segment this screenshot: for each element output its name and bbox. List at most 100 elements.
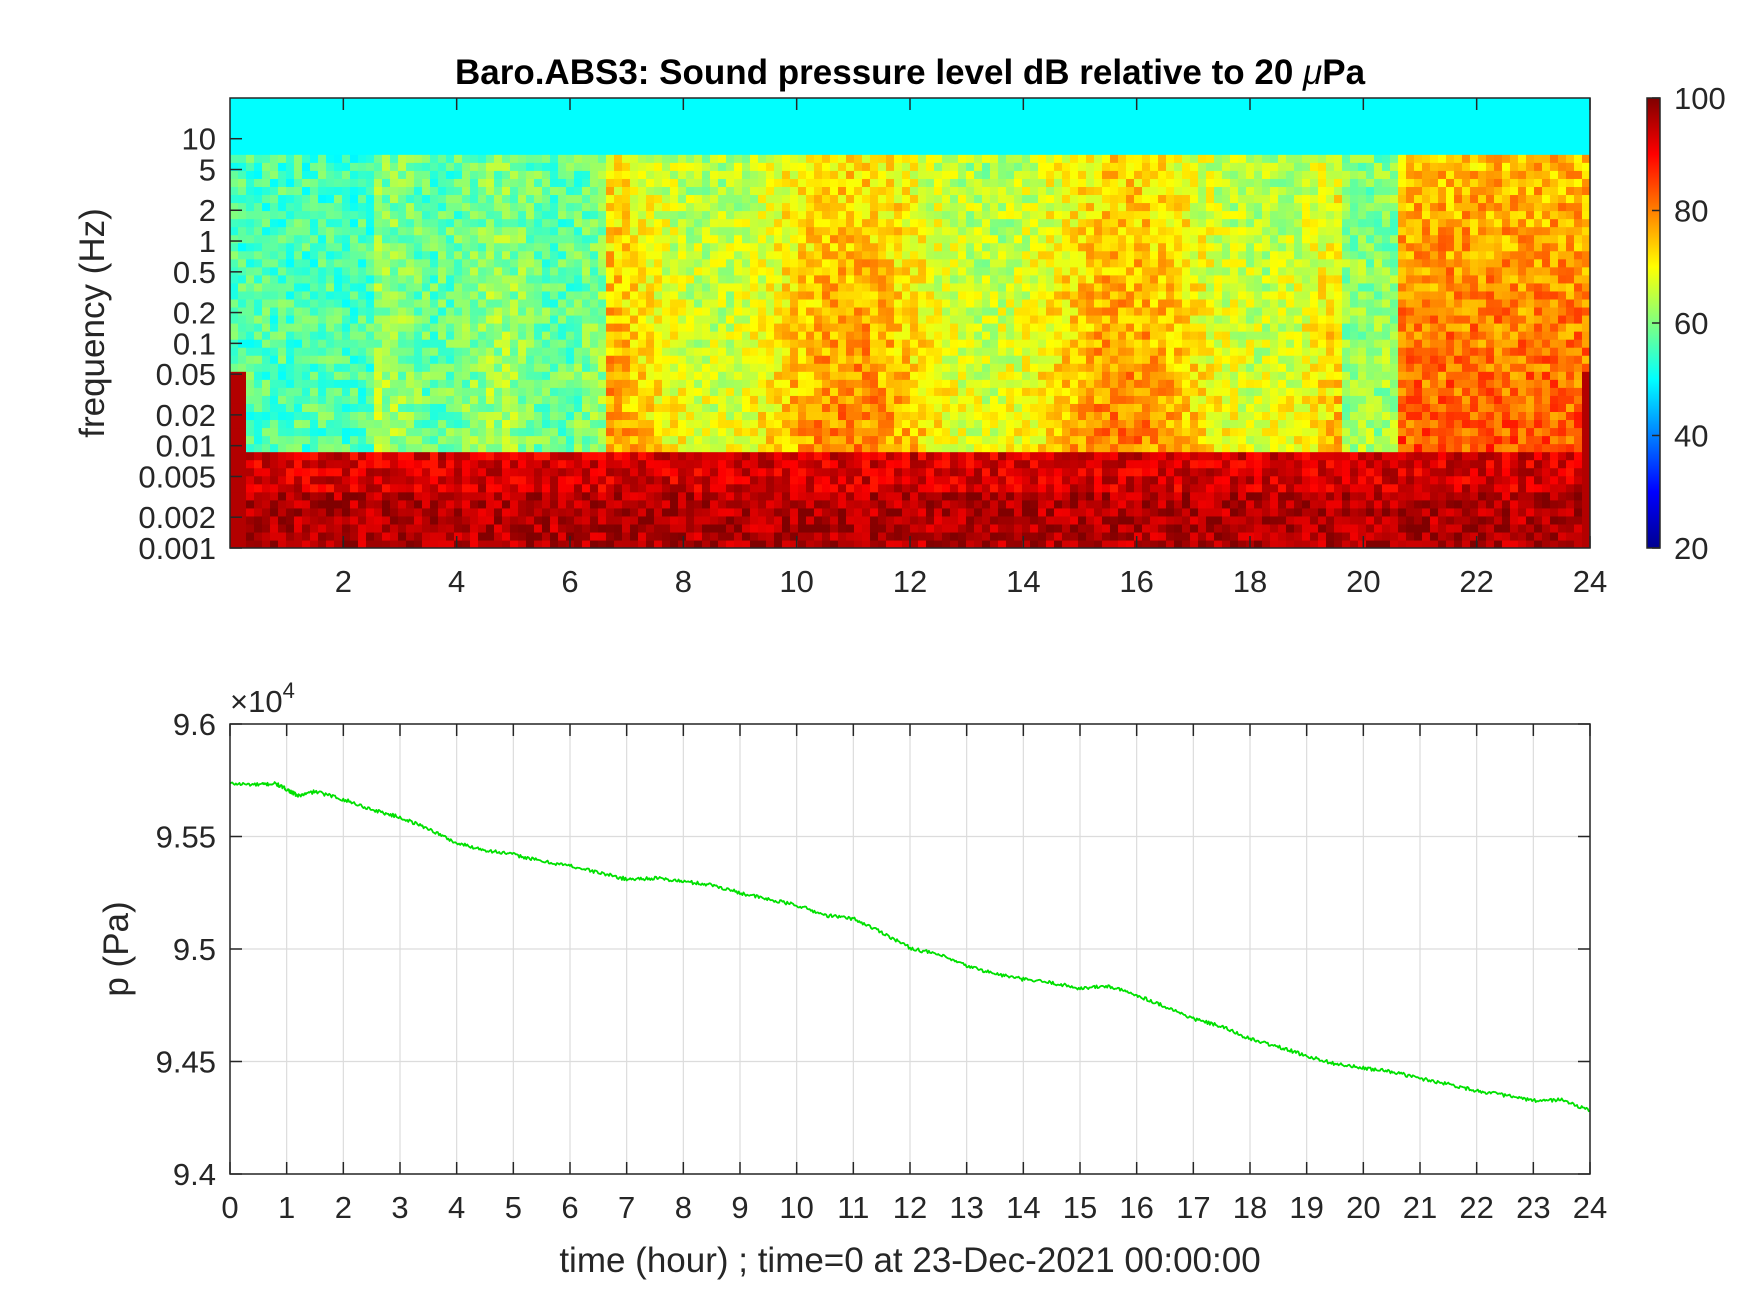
heatmap-cell xyxy=(310,491,319,501)
heatmap-cell xyxy=(350,355,359,364)
heatmap-cell xyxy=(894,298,903,308)
heatmap-cell xyxy=(598,323,607,332)
heatmap-cell xyxy=(854,347,863,356)
heatmap-cell xyxy=(310,242,319,252)
heatmap-cell xyxy=(918,186,927,196)
heatmap-cell xyxy=(446,483,455,493)
heatmap-cell xyxy=(286,106,295,115)
heatmap-cell xyxy=(438,379,447,388)
heatmap-cell xyxy=(542,331,551,340)
heatmap-cell xyxy=(710,298,719,308)
heatmap-cell xyxy=(278,411,287,421)
heatmap-cell xyxy=(846,363,855,372)
heatmap-cell xyxy=(734,258,743,268)
heatmap-cell xyxy=(822,427,831,437)
heatmap-cell xyxy=(534,395,543,404)
heatmap-cell xyxy=(366,306,375,316)
heatmap-cell xyxy=(494,162,503,171)
heatmap-cell xyxy=(382,106,391,115)
heatmap-cell xyxy=(726,371,735,380)
heatmap-cell xyxy=(262,186,271,196)
heatmap-cell xyxy=(662,210,671,220)
heatmap-cell xyxy=(630,218,639,228)
heatmap-cell xyxy=(310,427,319,437)
heatmap-cell xyxy=(414,154,423,163)
heatmap-cell xyxy=(750,339,759,348)
heatmap-cell xyxy=(590,371,599,380)
heatmap-cell xyxy=(910,138,919,147)
heatmap-cell xyxy=(566,339,575,348)
heatmap-cell xyxy=(550,483,559,493)
heatmap-cell xyxy=(454,226,463,236)
heatmap-cell xyxy=(470,314,479,324)
heatmap-cell xyxy=(894,114,903,123)
heatmap-cell xyxy=(342,363,351,372)
heatmap-cell xyxy=(870,282,879,292)
heatmap-cell xyxy=(342,258,351,268)
heatmap-cell xyxy=(926,234,935,244)
heatmap-cell xyxy=(830,427,839,437)
heatmap-cell xyxy=(798,210,807,220)
heatmap-cell xyxy=(814,499,823,509)
heatmap-cell xyxy=(230,242,239,252)
heatmap-cell xyxy=(902,122,911,131)
heatmap-cell xyxy=(318,355,327,364)
heatmap-cell xyxy=(574,290,583,300)
heatmap-cell xyxy=(774,419,783,429)
heatmap-cell xyxy=(710,379,719,388)
heatmap-cell xyxy=(606,306,615,316)
heatmap-cell xyxy=(878,130,887,139)
heatmap-cell xyxy=(550,266,559,276)
heatmap-cell xyxy=(718,154,727,163)
heatmap-cell xyxy=(254,435,263,445)
heatmap-cell xyxy=(534,435,543,445)
heatmap-cell xyxy=(462,507,471,517)
heatmap-cell xyxy=(630,363,639,372)
heatmap-cell xyxy=(934,274,943,284)
heatmap-cell xyxy=(598,98,607,107)
heatmap-cell xyxy=(718,298,727,308)
heatmap-cell xyxy=(326,106,335,115)
heatmap-cell xyxy=(510,290,519,300)
heatmap-cell xyxy=(654,218,663,228)
heatmap-cell xyxy=(758,491,767,501)
heatmap-cell xyxy=(862,114,871,123)
heatmap-cell xyxy=(830,186,839,196)
heatmap-cell xyxy=(646,323,655,332)
heatmap-cell xyxy=(886,507,895,517)
heatmap-cell xyxy=(374,539,383,548)
heatmap-cell xyxy=(446,290,455,300)
heatmap-cell xyxy=(574,403,583,412)
heatmap-cell xyxy=(870,106,879,115)
heatmap-cell xyxy=(934,258,943,268)
heatmap-cell xyxy=(534,234,543,244)
heatmap-cell xyxy=(630,122,639,131)
heatmap-cell xyxy=(278,250,287,260)
heatmap-cell xyxy=(838,290,847,300)
heatmap-cell xyxy=(766,339,775,348)
heatmap-cell xyxy=(534,507,543,517)
heatmap-cell xyxy=(598,531,607,541)
heatmap-cell xyxy=(622,98,631,107)
heatmap-cell xyxy=(918,210,927,220)
heatmap-cell xyxy=(382,282,391,292)
heatmap-cell xyxy=(798,226,807,236)
heatmap-cell xyxy=(886,491,895,501)
heatmap-cell xyxy=(814,339,823,348)
heatmap-cell xyxy=(782,347,791,356)
heatmap-cell xyxy=(566,395,575,404)
heatmap-cell xyxy=(238,202,247,212)
heatmap-cell xyxy=(662,162,671,171)
heatmap-cell xyxy=(854,427,863,437)
heatmap-cell xyxy=(758,242,767,252)
heatmap-cell xyxy=(534,331,543,340)
heatmap-cell xyxy=(678,451,687,461)
heatmap-cell xyxy=(934,411,943,421)
heatmap-cell xyxy=(510,122,519,131)
heatmap-cell xyxy=(742,451,751,461)
heatmap-cell xyxy=(942,443,951,453)
heatmap-cell xyxy=(262,427,271,437)
heatmap-cell xyxy=(470,411,479,421)
heatmap-cell xyxy=(246,122,255,131)
heatmap-cell xyxy=(254,226,263,236)
